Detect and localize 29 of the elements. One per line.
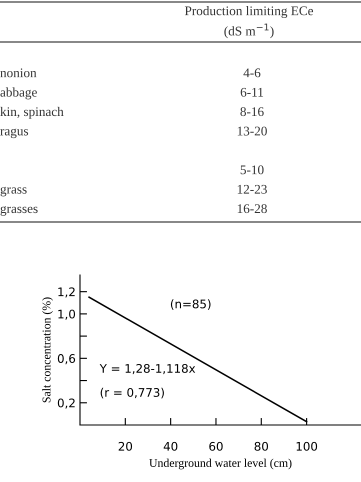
text: 13-20 (238, 126, 267, 136)
annotation: (n=85) (170, 299, 211, 310)
x-tick-label: 100 (296, 442, 318, 451)
y-tick-label: 0,2 (58, 398, 75, 409)
text: 16-28 (238, 204, 267, 214)
text: 4-6 (243, 68, 260, 78)
category-label: kin, spinach (0, 106, 64, 119)
y-tick-label: 1,2 (58, 287, 75, 298)
text: 6-11 (240, 88, 264, 97)
category-label: grass (0, 186, 27, 196)
category-label: grasses (0, 206, 38, 216)
text: 5-10 (240, 165, 264, 174)
y-axis-title: Salt concentration (%) (42, 297, 53, 402)
x-tick-label: 80 (254, 442, 268, 451)
text: (dS m$^{−1}$) (224, 24, 274, 38)
annotation: (r = 0,773) (100, 388, 164, 398)
category-label: nonion (0, 68, 36, 78)
text: 8-16 (240, 107, 264, 116)
x-tick-label: 40 (164, 442, 178, 451)
y-tick-label: 1,0 (58, 310, 76, 320)
text: 12-23 (238, 184, 267, 194)
x-tick-label: 20 (118, 442, 132, 451)
x-tick-label: 60 (209, 442, 223, 451)
annotation: Y = 1,28-1,118x (100, 364, 196, 374)
category-label: abbage (0, 87, 37, 100)
y-tick-label: 0,6 (58, 354, 76, 364)
text: Production limiting ECe (184, 6, 314, 18)
category-label: ragus (0, 128, 28, 138)
x-axis-title: Underground water level (cm) (149, 458, 292, 470)
